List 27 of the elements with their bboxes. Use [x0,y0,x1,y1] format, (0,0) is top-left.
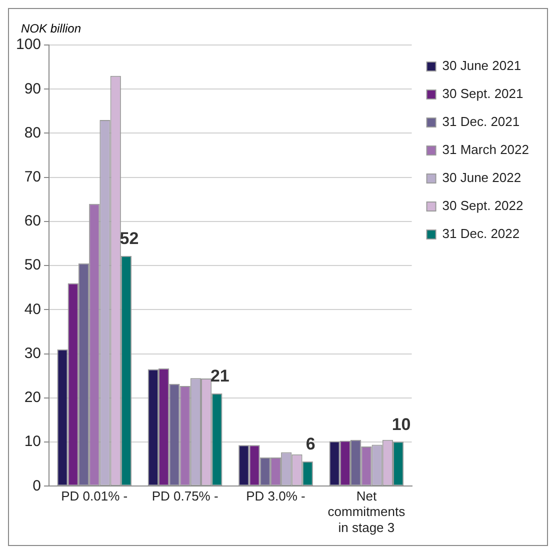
data-label: 21 [210,366,230,386]
data-label: 10 [392,414,411,434]
data-label: 52 [120,229,139,248]
legend-label: 30 June 2022 [442,170,522,186]
x-tick-label: PD 3.0% - [246,488,306,504]
y-axis-title: NOK billion [21,21,82,36]
legend-label: 30 June 2021 [442,58,522,74]
x-tick-label: Net commitments in stage 3 [328,488,406,535]
y-tick-label: 0 [32,477,42,494]
y-tick-label: 30 [24,344,42,362]
y-tick-label: 10 [24,433,42,450]
legend-label: 31 Dec. 2022 [442,226,520,242]
y-tick-label: 20 [24,389,42,406]
y-tick-label: 50 [24,256,42,274]
data-label: 6 [306,434,316,454]
legend-label: 31 Dec. 2021 [442,114,520,130]
y-tick-label: 90 [24,80,42,98]
y-tick-label: 70 [24,168,42,186]
y-tick-label: 80 [24,124,42,142]
x-tick-label: PD 0.01% - [61,488,128,504]
legend-label: 30 Sept. 2022 [442,198,524,214]
y-tick-label: 100 [16,36,42,54]
legend-label: 30 Sept. 2021 [442,86,524,102]
y-tick-label: 40 [24,300,42,318]
x-tick-label: PD 0.75% - [152,488,218,504]
y-tick-label: 60 [24,212,42,230]
legend-label: 31 March 2022 [442,142,530,158]
